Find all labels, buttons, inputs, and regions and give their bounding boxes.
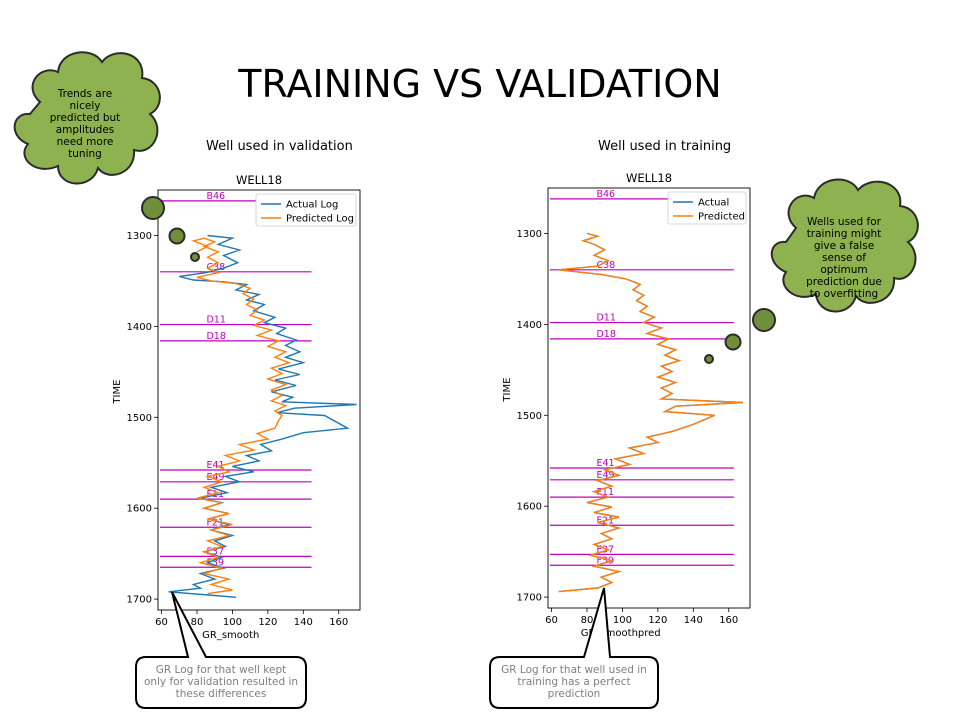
left-thought-bubble-small (190, 252, 200, 262)
marker-label-F39: F39 (596, 555, 614, 566)
right-thought-bubble-small (704, 354, 714, 364)
right-subtitle: Well used in training (598, 139, 732, 154)
marker-label-C38: C38 (206, 262, 225, 273)
slide-title: TRAINING VS VALIDATION (238, 62, 722, 106)
left-subtitle: Well used in validation (206, 139, 353, 154)
left-box-text: GR Log for that well kept only for valid… (143, 664, 299, 700)
y-tick-label: 1700 (127, 595, 152, 606)
marker-label-D18: D18 (206, 331, 225, 342)
x-tick-label: 100 (613, 615, 632, 626)
x-tick-label: 120 (648, 615, 667, 626)
marker-label-F37: F37 (596, 544, 614, 555)
x-axis-label: GR_smooth (202, 630, 259, 641)
marker-label-F11: F11 (596, 487, 614, 498)
x-tick-label: 160 (719, 615, 738, 626)
x-tick-label: 140 (294, 617, 313, 628)
right-thought-bubble-medium (724, 333, 742, 351)
right-note-box (489, 587, 659, 709)
left-cloud-shape (13, 51, 161, 185)
x-tick-label: 120 (258, 617, 277, 628)
marker-label-D11: D11 (206, 315, 225, 326)
left-thought-bubble-medium (168, 227, 186, 245)
x-tick-label: 160 (329, 617, 348, 628)
marker-label-F21: F21 (206, 517, 224, 528)
marker-label-E49: E49 (206, 472, 224, 483)
y-tick-label: 1700 (517, 593, 542, 604)
right-thought-bubble-large (752, 308, 776, 332)
marker-label-B46: B46 (206, 191, 225, 202)
y-tick-label: 1500 (517, 411, 542, 422)
marker-label-D11: D11 (596, 313, 615, 324)
y-tick-label: 1400 (127, 322, 152, 333)
y-tick-label: 1300 (517, 229, 542, 240)
right-cloud-text: Wells used for training might give a fal… (806, 216, 882, 300)
y-tick-label: 1400 (517, 320, 542, 331)
plot-frame (157, 189, 361, 611)
legend-label-1: Predicted Log (286, 214, 354, 225)
x-tick-label: 60 (155, 617, 168, 628)
y-tick-label: 1300 (127, 231, 152, 242)
legend-label-0: Actual Log (286, 200, 338, 211)
y-tick-label: 1600 (517, 502, 542, 513)
y-tick-label: 1600 (127, 504, 152, 515)
left-note-box (135, 591, 307, 709)
x-tick-label: 80 (581, 615, 594, 626)
marker-label-C38: C38 (596, 260, 615, 271)
y-tick-label: 1500 (127, 413, 152, 424)
marker-label-F37: F37 (206, 546, 224, 557)
y-axis-label: TIME (502, 378, 513, 403)
right-box-text: GR Log for that well used in training ha… (501, 664, 647, 700)
marker-label-F39: F39 (206, 557, 224, 568)
series-line-1 (191, 237, 292, 595)
marker-label-B46: B46 (596, 189, 615, 200)
chart-title: WELL18 (626, 171, 672, 185)
right-cloud-shape (770, 178, 919, 313)
x-tick-label: 60 (545, 615, 558, 626)
marker-label-E49: E49 (596, 470, 614, 481)
x-axis-label: GR_smoothpred (581, 628, 661, 639)
marker-label-E41: E41 (596, 458, 614, 469)
marker-label-D18: D18 (596, 329, 615, 340)
legend-label-1: Predicted (698, 212, 745, 223)
x-tick-label: 140 (684, 615, 703, 626)
left-cloud-text: Trends are nicely predicted but amplitud… (49, 88, 121, 160)
marker-label-E41: E41 (206, 460, 224, 471)
plot-frame (547, 187, 751, 609)
legend-label-0: Actual (698, 198, 729, 209)
x-tick-label: 100 (223, 617, 242, 628)
left-thought-bubble-large (141, 196, 165, 220)
y-axis-label: TIME (112, 380, 123, 405)
chart-title: WELL18 (236, 173, 282, 187)
series-line-1 (558, 232, 743, 593)
x-tick-label: 80 (191, 617, 204, 628)
